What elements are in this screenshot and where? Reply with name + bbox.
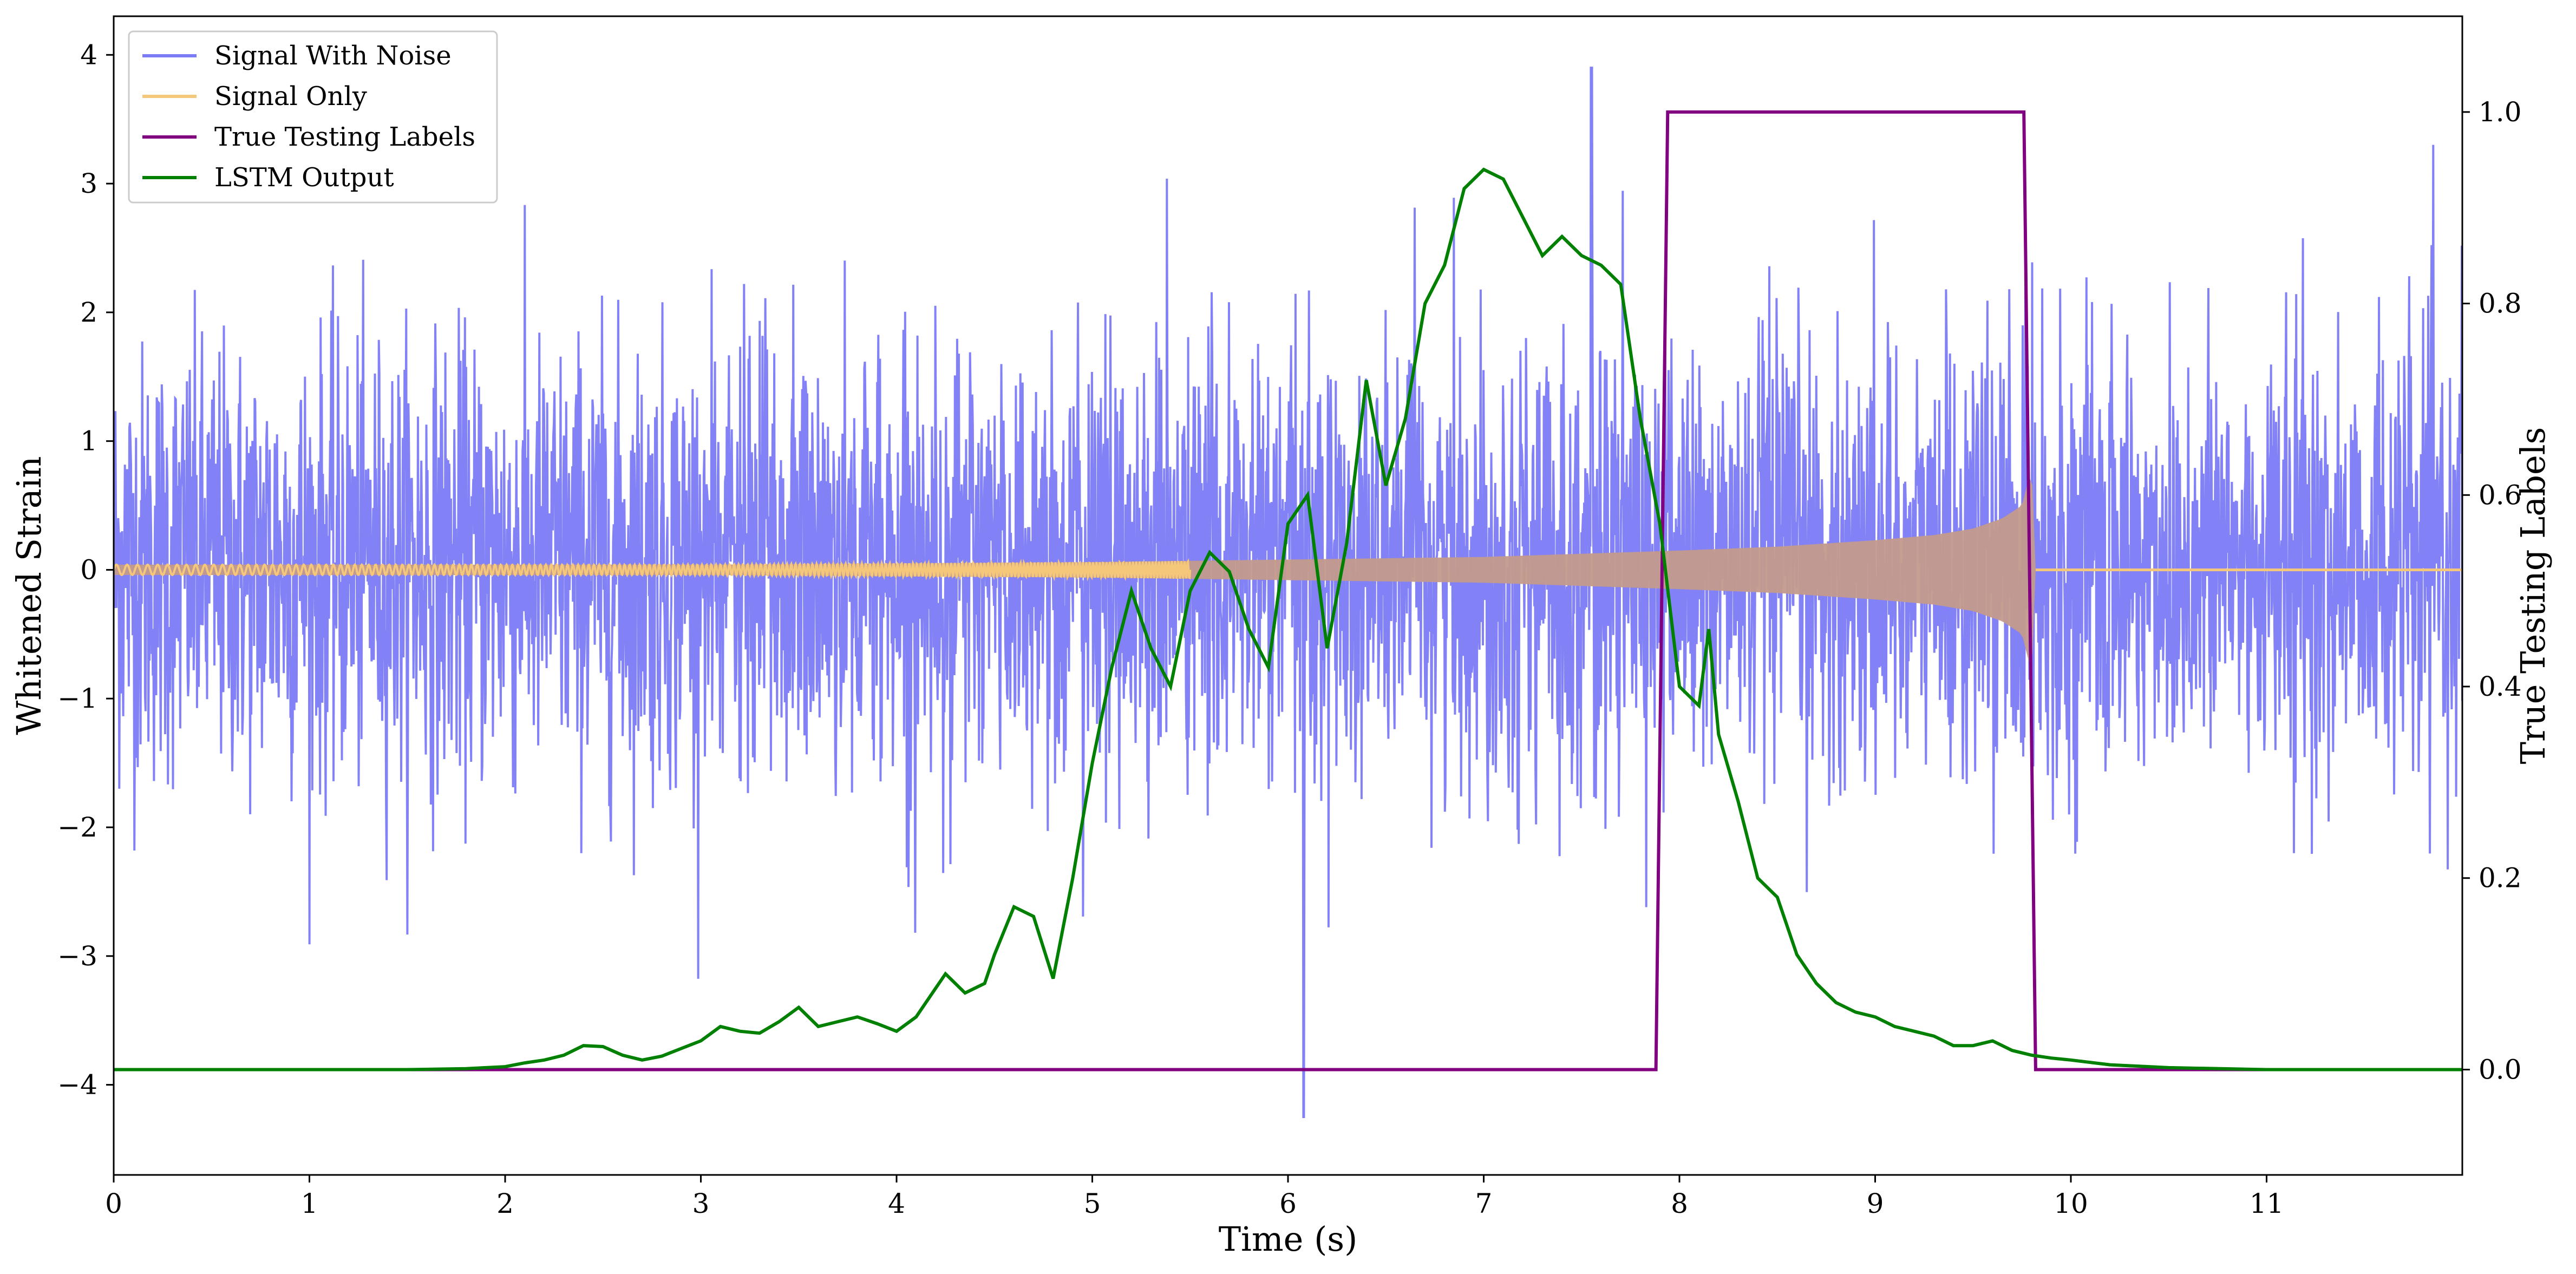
axes: 0 1 2 3 4 5 6 7 8 9 10 11 −4 −3 −2 −1 0 1 2 3 4 0.0 0.2 0.4 0.6 0… — [9, 15, 2553, 1259]
y-left-tick-label: 2 — [80, 297, 97, 328]
x-tick-label: 9 — [1867, 1188, 1884, 1219]
y-right-tick-label: 0.0 — [2479, 1054, 2522, 1085]
legend-label: True Testing Labels — [214, 122, 475, 152]
y-right-tick-label: 0.4 — [2479, 671, 2522, 702]
x-tick-label: 6 — [1279, 1188, 1297, 1219]
x-axis-title: Time (s) — [1219, 1219, 1358, 1259]
y-right-axis-title: True Testing Labels — [2513, 427, 2553, 765]
legend-label: Signal Only — [214, 81, 367, 112]
y-left-tick-label: −2 — [57, 812, 97, 843]
plot-area — [114, 67, 2462, 1118]
y-left-tick-label: −3 — [57, 940, 97, 972]
series-true-testing-labels — [114, 110, 2462, 1072]
y-left-tick-label: −4 — [57, 1069, 97, 1101]
legend: Signal With Noise Signal Only True Testing… — [128, 30, 498, 204]
legend-box — [128, 30, 498, 204]
y-left-tick-label: 0 — [80, 554, 97, 585]
series-signal-with-noise — [114, 67, 2462, 1118]
y-left-tick-label: 3 — [80, 168, 97, 199]
y-left-tick-label: −1 — [57, 683, 97, 714]
plot-data — [114, 67, 2462, 1118]
y-left-axis-title: Whitened Strain — [9, 456, 49, 735]
x-tick-label: 0 — [105, 1188, 122, 1219]
legend-label: Signal With Noise — [214, 41, 452, 71]
y-left-tick-label: 1 — [80, 426, 97, 457]
x-tick-label: 5 — [1084, 1188, 1101, 1219]
y-right-tick-label: 0.6 — [2479, 479, 2522, 511]
x-tick-label: 7 — [1475, 1188, 1493, 1219]
series-lstm-output — [114, 167, 2462, 1072]
legend-label: LSTM Output — [214, 162, 394, 193]
x-tick-label: 8 — [1671, 1188, 1688, 1219]
x-tick-label: 11 — [2250, 1188, 2284, 1219]
y-left-tick-label: 4 — [80, 39, 97, 70]
x-tick-label: 4 — [888, 1188, 905, 1219]
y-right-tick-label: 0.2 — [2479, 863, 2522, 894]
y-right-tick-label: 1.0 — [2479, 96, 2522, 128]
x-tick-label: 10 — [2054, 1188, 2088, 1219]
x-tick-label: 2 — [496, 1188, 514, 1219]
y-right-tick-label: 0.8 — [2479, 288, 2522, 319]
series-signal-only-wave — [114, 558, 1192, 582]
x-tick-label: 3 — [692, 1188, 710, 1219]
x-tick-label: 1 — [301, 1188, 318, 1219]
